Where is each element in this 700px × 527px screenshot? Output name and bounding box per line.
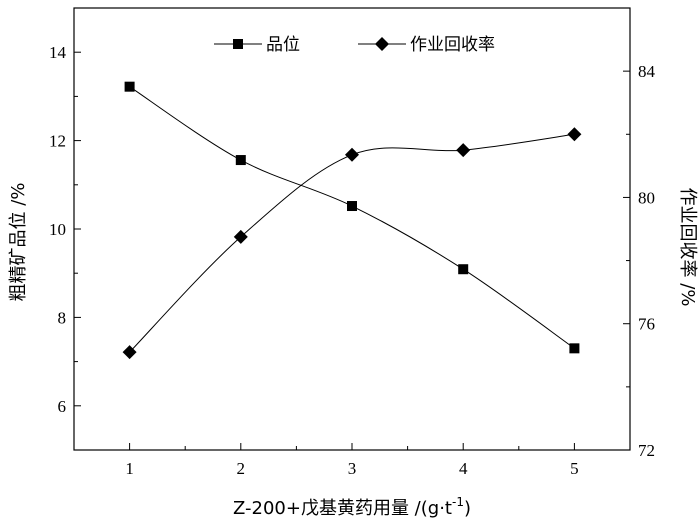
data-point-grade bbox=[124, 81, 135, 92]
series-layer bbox=[122, 81, 582, 360]
data-point-grade bbox=[458, 264, 469, 275]
y-right-tick-label: 72 bbox=[638, 441, 655, 460]
x-axis-title: Z-200+戊基黄药用量 /(g·t-1) bbox=[233, 495, 471, 519]
series-line-recovery bbox=[129, 133, 575, 353]
data-point-recovery bbox=[233, 229, 248, 244]
y-axis-left: 6 8 10 12 14 bbox=[49, 7, 81, 451]
y-axis-right-title: 作业回收率 /% bbox=[677, 188, 698, 307]
data-point-grade bbox=[235, 155, 246, 166]
y-left-tick-label: 14 bbox=[49, 43, 67, 62]
y-left-tick-label: 12 bbox=[49, 132, 66, 151]
y-right-tick-label: 84 bbox=[638, 62, 656, 81]
series-line-grade bbox=[129, 86, 575, 349]
data-point-recovery bbox=[456, 143, 471, 158]
x-tick-label: 1 bbox=[125, 459, 134, 478]
y-left-tick-label: 10 bbox=[49, 220, 66, 239]
y-axis-left-title: 粗精矿品位 /% bbox=[8, 183, 29, 302]
plot-frame bbox=[73, 7, 631, 451]
y-left-tick-label: 6 bbox=[58, 397, 67, 416]
legend-marker-grade bbox=[233, 39, 243, 49]
y-right-tick-label: 80 bbox=[638, 188, 655, 207]
legend: 品位 作业回收率 bbox=[214, 35, 495, 55]
x-tick-label: 4 bbox=[459, 459, 468, 478]
plot-area bbox=[73, 7, 631, 451]
data-point-recovery bbox=[122, 345, 137, 360]
legend-label-recovery: 作业回收率 bbox=[410, 35, 495, 55]
x-tick-label: 5 bbox=[570, 459, 579, 478]
y-left-tick-label: 8 bbox=[58, 308, 67, 327]
data-point-recovery bbox=[345, 147, 359, 162]
x-axis-title-superscript: -1 bbox=[452, 495, 464, 509]
data-point-grade bbox=[347, 201, 357, 212]
y-right-tick-label: 76 bbox=[638, 315, 655, 334]
x-axis: 1 2 3 4 5 bbox=[125, 443, 579, 478]
legend-marker-recovery bbox=[375, 37, 389, 51]
data-point-recovery bbox=[567, 127, 582, 142]
x-tick-label: 3 bbox=[348, 459, 357, 478]
legend-label-grade: 品位 bbox=[266, 35, 300, 55]
x-tick-label: 2 bbox=[237, 459, 246, 478]
x-axis-title-close: ) bbox=[464, 498, 471, 519]
x-axis-title-main: Z-200+戊基黄药用量 /(g·t bbox=[233, 498, 452, 519]
data-point-grade bbox=[569, 343, 580, 354]
y-axis-right: 72 76 80 84 bbox=[623, 7, 656, 460]
